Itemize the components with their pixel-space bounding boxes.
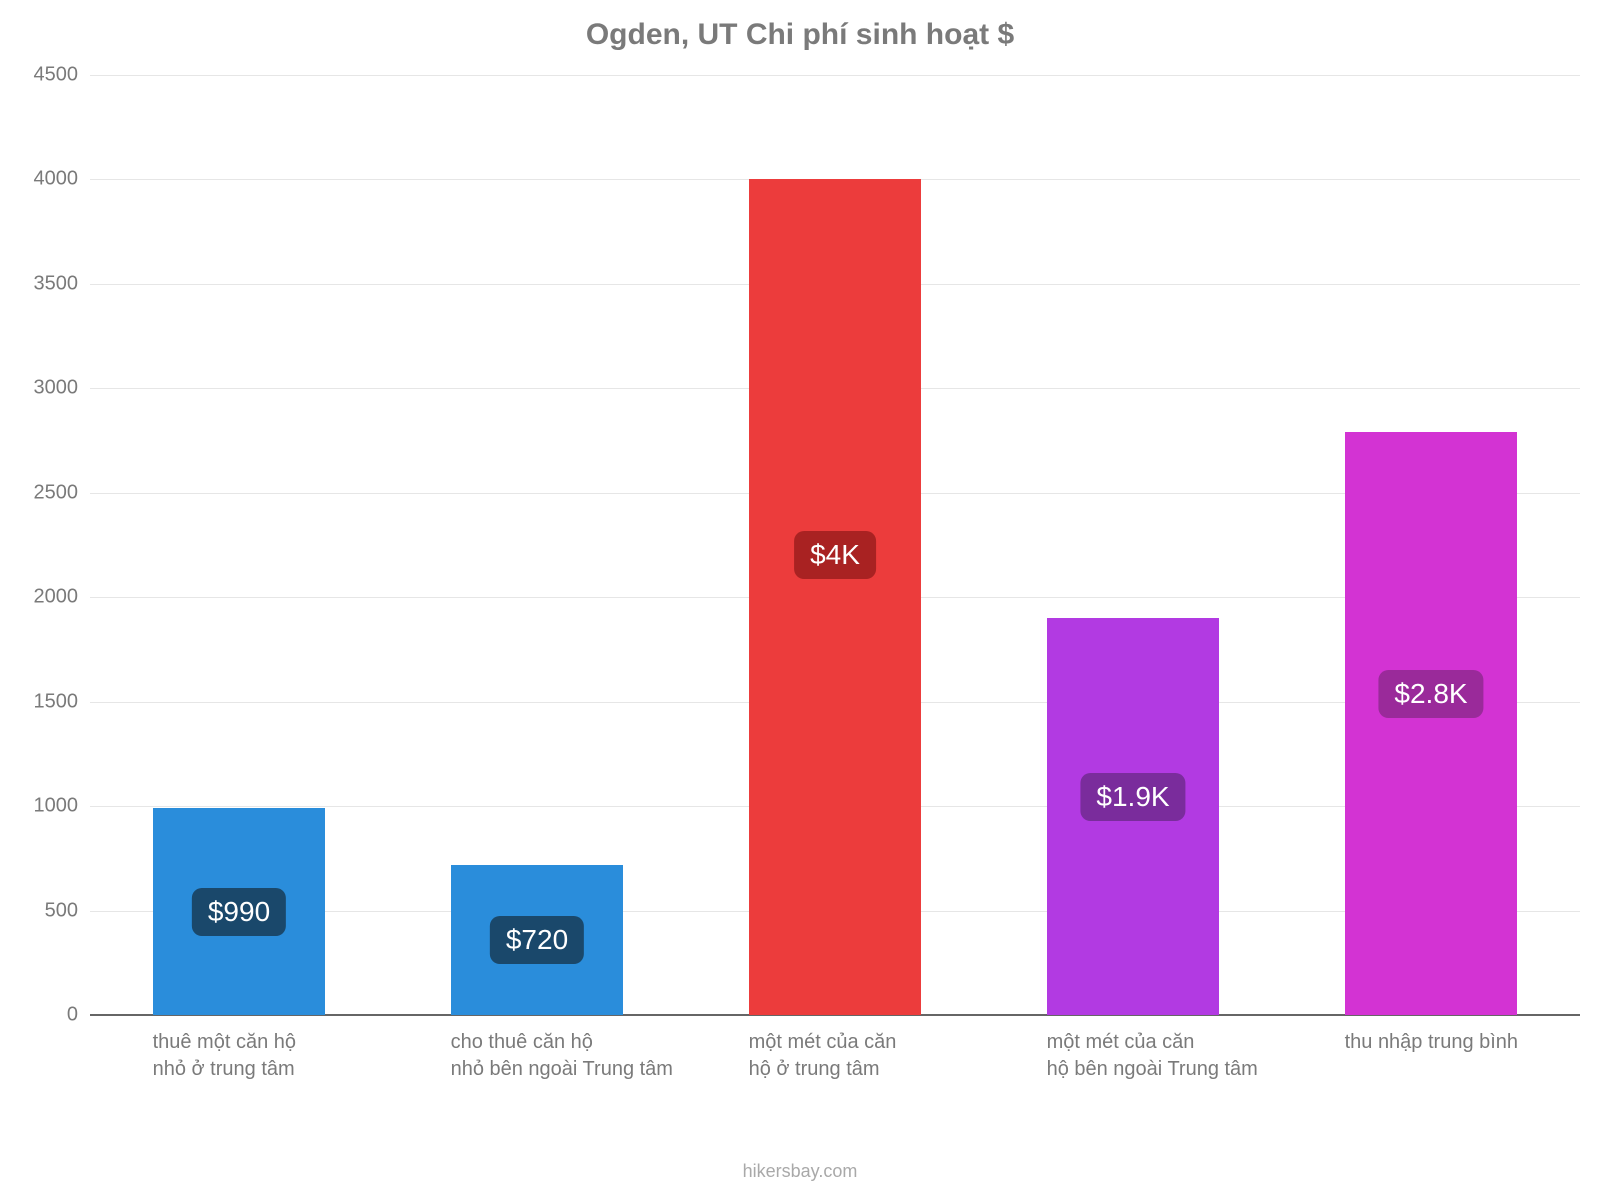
x-axis-label: thu nhập trung bình: [1345, 1015, 1600, 1056]
y-tick-label: 500: [45, 899, 90, 922]
y-tick-label: 0: [67, 1004, 90, 1027]
bar-value-badge: $1.9K: [1080, 773, 1185, 821]
x-axis-label: cho thuê căn hộ nhỏ bên ngoài Trung tâm: [451, 1015, 734, 1083]
chart-container: Ogden, UT Chi phí sinh hoạt $ 0500100015…: [0, 0, 1600, 1200]
plot-area: 050010001500200025003000350040004500$990…: [90, 75, 1580, 1015]
bar: [749, 179, 922, 1015]
bar-value-badge: $720: [490, 916, 584, 964]
x-axis-label: một mét của căn hộ ở trung tâm: [749, 1015, 1032, 1083]
y-tick-label: 1000: [34, 795, 91, 818]
y-tick-label: 2500: [34, 481, 91, 504]
x-axis-label: thuê một căn hộ nhỏ ở trung tâm: [153, 1015, 436, 1083]
grid-line: [90, 75, 1580, 76]
chart-title: Ogden, UT Chi phí sinh hoạt $: [0, 18, 1600, 52]
bar-value-badge: $990: [192, 888, 286, 936]
y-tick-label: 4500: [34, 64, 91, 87]
bar-value-badge: $4K: [794, 531, 876, 579]
y-tick-label: 3000: [34, 377, 91, 400]
bar: [1345, 432, 1518, 1015]
x-axis-label: một mét của căn hộ bên ngoài Trung tâm: [1047, 1015, 1330, 1083]
y-tick-label: 4000: [34, 168, 91, 191]
y-tick-label: 2000: [34, 586, 91, 609]
bar-value-badge: $2.8K: [1378, 670, 1483, 718]
y-tick-label: 3500: [34, 272, 91, 295]
chart-credit: hikersbay.com: [0, 1161, 1600, 1182]
y-tick-label: 1500: [34, 690, 91, 713]
